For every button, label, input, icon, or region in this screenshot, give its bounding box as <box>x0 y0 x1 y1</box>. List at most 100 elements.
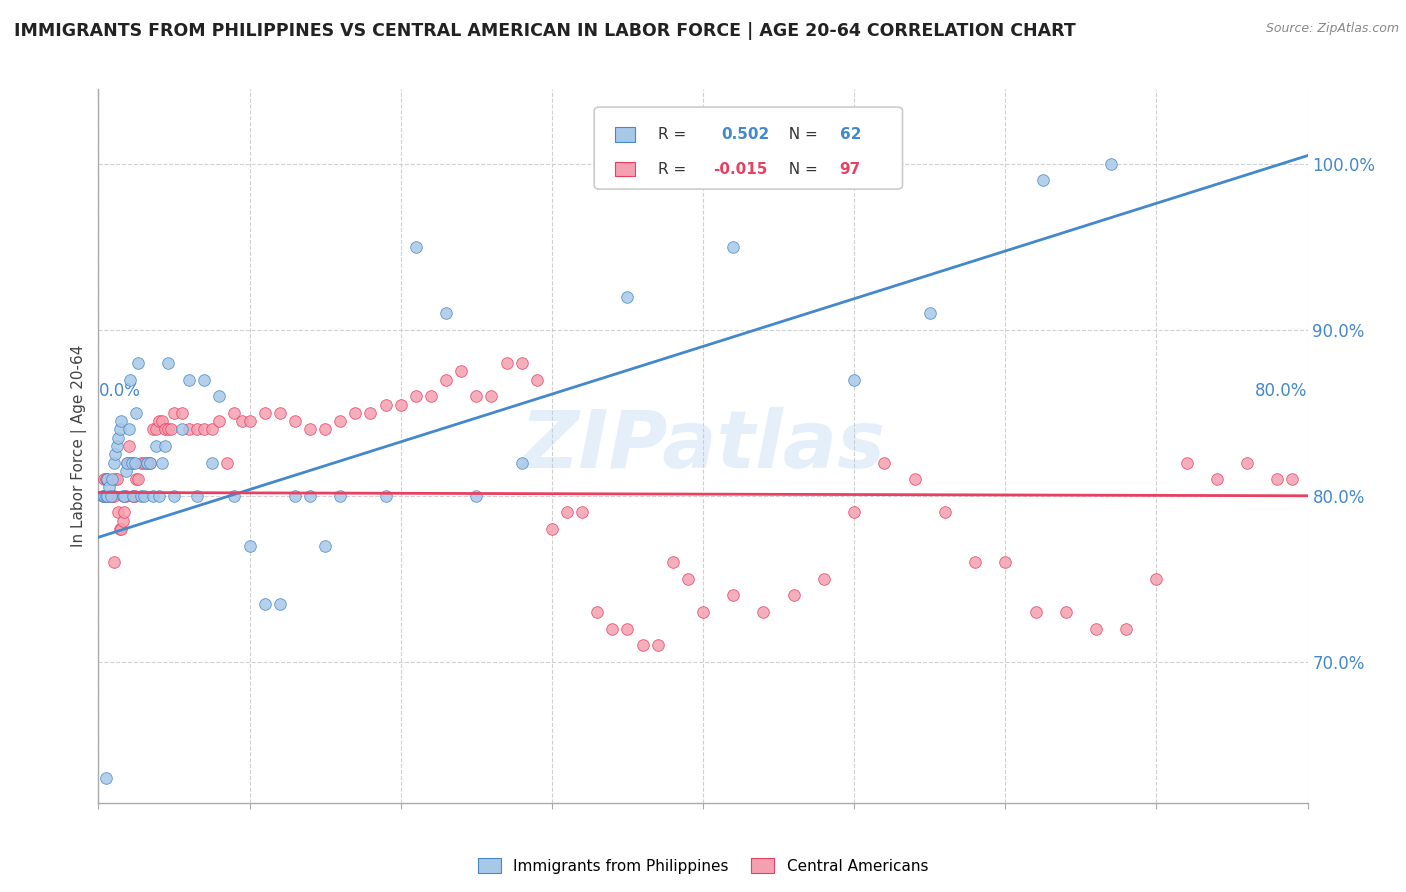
Point <box>121 456 143 470</box>
Point <box>139 456 162 470</box>
Point <box>156 356 179 370</box>
Point <box>1085 622 1108 636</box>
Point <box>360 406 382 420</box>
Point <box>98 481 121 495</box>
Point <box>150 414 173 428</box>
Point <box>170 406 193 420</box>
Point <box>105 439 128 453</box>
Point <box>215 456 238 470</box>
Point <box>314 422 336 436</box>
Text: N =: N = <box>779 161 823 177</box>
Point <box>100 489 122 503</box>
Y-axis label: In Labor Force | Age 20-64: In Labor Force | Age 20-64 <box>72 345 87 547</box>
Point <box>112 505 135 519</box>
Point <box>299 422 322 436</box>
Point <box>253 597 276 611</box>
Point <box>661 555 683 569</box>
Point <box>329 489 352 503</box>
Point <box>104 447 127 461</box>
Point <box>94 472 117 486</box>
Point <box>110 414 132 428</box>
Point <box>510 356 533 370</box>
Point <box>94 771 117 785</box>
Bar <box>614 162 636 177</box>
Text: Source: ZipAtlas.com: Source: ZipAtlas.com <box>1265 22 1399 36</box>
Text: N =: N = <box>779 127 823 142</box>
Point <box>201 456 224 470</box>
Point <box>124 456 146 470</box>
Text: R =: R = <box>658 161 692 177</box>
Point <box>177 373 201 387</box>
Point <box>208 414 231 428</box>
Point <box>186 422 208 436</box>
Point <box>139 456 162 470</box>
Point <box>132 489 155 503</box>
Point <box>115 456 138 470</box>
Point <box>374 489 396 503</box>
Point <box>1265 472 1288 486</box>
Point <box>118 439 141 453</box>
Point <box>1054 605 1077 619</box>
Point <box>127 356 149 370</box>
Point <box>1099 157 1122 171</box>
Point <box>177 422 201 436</box>
Point <box>224 489 246 503</box>
Point <box>1236 456 1258 470</box>
Point <box>481 389 503 403</box>
Point <box>193 373 215 387</box>
Point <box>103 489 125 503</box>
Point <box>239 414 262 428</box>
Point <box>135 456 157 470</box>
Point <box>104 472 127 486</box>
Point <box>269 406 291 420</box>
Point <box>114 464 136 478</box>
Text: 97: 97 <box>839 161 860 177</box>
Text: IMMIGRANTS FROM PHILIPPINES VS CENTRAL AMERICAN IN LABOR FORCE | AGE 20-64 CORRE: IMMIGRANTS FROM PHILIPPINES VS CENTRAL A… <box>14 22 1076 40</box>
Point <box>647 638 669 652</box>
Point <box>121 456 143 470</box>
Point <box>284 489 307 503</box>
Point <box>208 389 231 403</box>
Point <box>105 472 128 486</box>
Point <box>631 638 654 652</box>
Point <box>193 422 215 436</box>
Bar <box>614 128 636 142</box>
Point <box>1175 456 1198 470</box>
Point <box>170 422 193 436</box>
Point <box>111 489 134 503</box>
Point <box>721 240 744 254</box>
Point <box>142 422 165 436</box>
Point <box>813 572 835 586</box>
Point <box>844 373 866 387</box>
Point <box>616 290 638 304</box>
Point <box>94 489 117 503</box>
Text: ZIPatlas: ZIPatlas <box>520 407 886 485</box>
Point <box>96 472 118 486</box>
Point <box>329 414 352 428</box>
Point <box>153 422 176 436</box>
Point <box>132 456 155 470</box>
Point <box>148 414 170 428</box>
Point <box>904 472 927 486</box>
Point <box>934 505 956 519</box>
Point <box>284 414 307 428</box>
Point <box>495 356 517 370</box>
Point <box>450 364 472 378</box>
Point <box>148 489 170 503</box>
Point <box>1281 472 1303 486</box>
Text: 0.502: 0.502 <box>721 127 769 142</box>
Point <box>142 489 165 503</box>
Point <box>419 389 441 403</box>
Point <box>782 588 804 602</box>
Point <box>253 406 276 420</box>
Point <box>231 414 253 428</box>
Point <box>145 422 167 436</box>
Point <box>389 397 412 411</box>
Point <box>201 422 224 436</box>
Point <box>98 489 121 503</box>
Point <box>93 472 115 486</box>
Point <box>125 406 148 420</box>
Point <box>129 489 152 503</box>
Point <box>129 456 152 470</box>
Point <box>107 431 129 445</box>
